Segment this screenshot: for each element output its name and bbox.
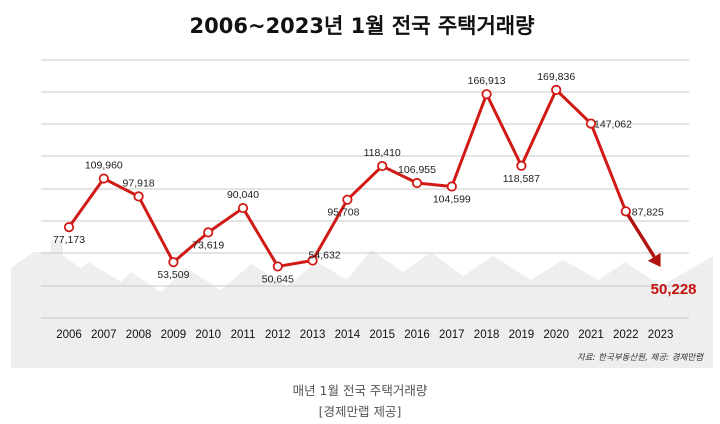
source-note: 자료: 한국부동산원, 제공: 경제만랩 <box>577 352 704 363</box>
data-point <box>63 222 75 233</box>
data-label: 95,708 <box>327 207 359 219</box>
house-silhouette <box>11 240 713 368</box>
data-point <box>377 160 388 172</box>
data-label: 147,062 <box>594 119 632 131</box>
data-label: 118,587 <box>503 173 540 185</box>
data-label: 106,955 <box>398 164 436 176</box>
data-point <box>98 173 109 184</box>
data-label: 118,410 <box>364 147 401 159</box>
x-tick-label: 2020 <box>543 329 569 341</box>
x-tick-label: 2019 <box>509 329 535 341</box>
chart-figure: 2006~2023년 1월 전국 주택거래량 77,173 109,960 97,91… <box>11 0 713 368</box>
data-point <box>620 206 631 217</box>
data-label: 54,632 <box>309 250 341 262</box>
data-point <box>551 84 562 95</box>
x-tick-label: 2021 <box>578 329 604 341</box>
data-point <box>203 227 214 238</box>
data-label: 87,825 <box>632 206 664 218</box>
caption-title: 매년 1월 전국 주택거래량 <box>292 383 428 398</box>
arrowhead-icon <box>647 252 661 268</box>
data-label: 109,960 <box>85 160 123 172</box>
data-point <box>516 160 527 171</box>
data-label: 90,040 <box>227 189 259 201</box>
data-label: 73,619 <box>192 239 224 251</box>
data-point <box>307 255 318 266</box>
x-tick-label: 2013 <box>300 329 326 341</box>
data-label: 169,836 <box>537 71 575 83</box>
data-point <box>481 89 492 100</box>
x-tick-label: 2017 <box>439 329 465 341</box>
x-tick-label: 2010 <box>195 329 221 341</box>
data-label-latest: 50,228 <box>651 281 697 298</box>
data-label: 104,599 <box>433 194 471 206</box>
data-point <box>585 118 597 129</box>
x-tick-label: 2011 <box>231 329 256 341</box>
x-tick-label: 2008 <box>126 329 152 341</box>
data-label: 50,645 <box>262 273 294 285</box>
x-tick-label: 2007 <box>91 329 117 341</box>
data-point <box>342 194 353 205</box>
x-tick-label: 2016 <box>404 329 430 341</box>
data-point <box>133 191 144 202</box>
x-tick-label: 2014 <box>335 329 361 341</box>
caption-credit: [경제만랩 제공] <box>318 404 402 419</box>
x-tick-label: 2018 <box>474 329 500 341</box>
data-point <box>272 261 283 272</box>
data-point <box>411 177 423 189</box>
data-label: 77,173 <box>53 234 85 246</box>
x-tick-label: 2015 <box>369 329 395 341</box>
data-label: 53,509 <box>157 269 189 281</box>
last-segment-line <box>624 210 656 258</box>
data-label: 97,918 <box>123 177 155 189</box>
x-tick-label: 2009 <box>161 329 187 341</box>
data-point <box>237 202 249 214</box>
x-tick-label: 2006 <box>56 329 82 341</box>
data-point <box>446 181 457 192</box>
x-tick-label: 2023 <box>648 329 674 341</box>
chart-title: 2006~2023년 1월 전국 주택거래량 <box>190 14 535 38</box>
data-label: 166,913 <box>468 75 506 87</box>
data-point <box>168 257 179 268</box>
x-tick-label: 2012 <box>265 329 291 341</box>
line-chart: 2006~2023년 1월 전국 주택거래량 77,173 109,96097,91… <box>11 14 713 368</box>
x-tick-label: 2022 <box>613 329 639 341</box>
